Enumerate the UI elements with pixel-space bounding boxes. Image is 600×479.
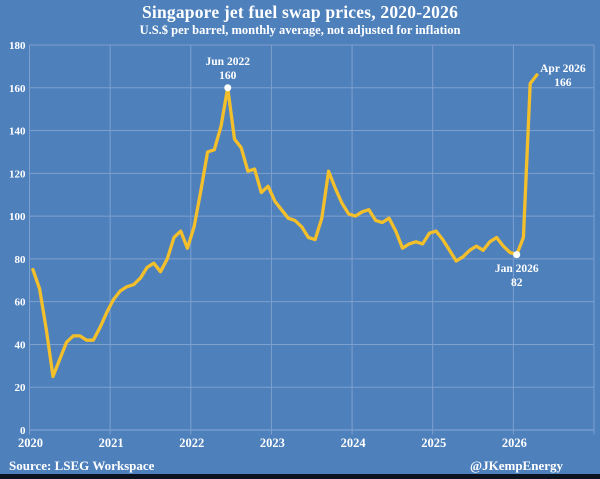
- y-tick-label: 120: [9, 168, 26, 180]
- annotation-label: Jun 2022: [206, 56, 251, 68]
- y-tick-label: 140: [9, 126, 26, 138]
- annotation-dot: [224, 84, 232, 92]
- x-tick-label: 2025: [421, 436, 446, 450]
- annotation-label: Apr 2026: [540, 63, 586, 75]
- x-tick-label: 2020: [18, 436, 43, 450]
- annotation-value: 160: [219, 70, 237, 82]
- x-tick-label: 2022: [179, 436, 204, 450]
- x-tick-label: 2021: [99, 436, 124, 450]
- y-tick-label: 160: [9, 83, 26, 95]
- x-tick-label: 2026: [502, 436, 527, 450]
- annotation-label: Jan 2026: [495, 263, 539, 275]
- y-tick-label: 80: [15, 254, 27, 266]
- y-tick-label: 180: [9, 40, 26, 52]
- annotation-value: 82: [511, 277, 523, 289]
- y-tick-label: 100: [9, 211, 26, 223]
- source-credit: Source: LSEG Workspace: [9, 458, 155, 473]
- y-tick-label: 20: [15, 382, 27, 394]
- chart-subtitle: U.S.$ per barrel, monthly average, not a…: [139, 23, 461, 37]
- line-chart: 0 20 40 60 80 100 120 140 160 180 2020 2021 2022 2023…: [9, 40, 595, 450]
- annotation-value: 166: [554, 77, 572, 89]
- y-tick-label: 60: [15, 297, 27, 309]
- x-tick-label: 2023: [260, 436, 285, 450]
- y-tick-label: 0: [20, 425, 26, 437]
- chart-title: Singapore jet fuel swap prices, 2020-202…: [141, 2, 459, 22]
- y-tick-label: 40: [15, 339, 27, 351]
- annotation-dot: [513, 251, 521, 259]
- x-tick-label: 2024: [341, 436, 367, 450]
- twitter-handle: @JKempEnergy: [470, 458, 563, 473]
- bottom-accent-bar: [0, 474, 600, 479]
- price-line: [31, 73, 539, 379]
